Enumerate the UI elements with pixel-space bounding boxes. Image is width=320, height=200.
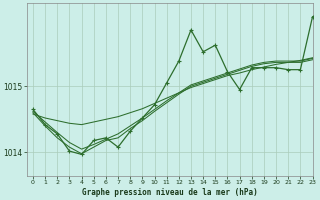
X-axis label: Graphe pression niveau de la mer (hPa): Graphe pression niveau de la mer (hPa) xyxy=(82,188,258,197)
